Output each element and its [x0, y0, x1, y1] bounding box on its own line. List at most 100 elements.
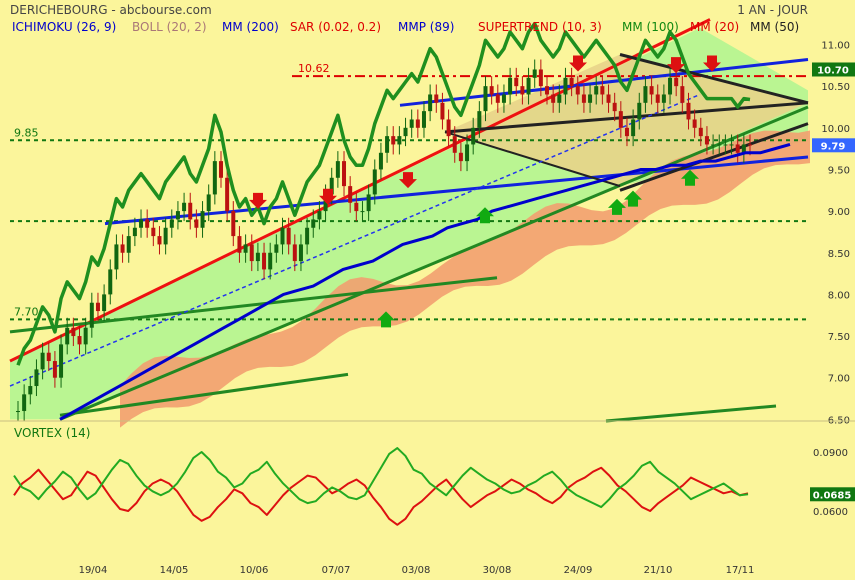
candle-body [526, 77, 531, 95]
candle-body [77, 336, 82, 345]
y-tick-label-8: 10.50 [821, 82, 850, 93]
candle-body [594, 86, 599, 95]
candle-body [711, 144, 716, 146]
candle-body [317, 211, 322, 220]
legend-item-3: SAR (0.02, 0.2) [290, 20, 381, 34]
candle-body [624, 127, 629, 137]
candle-body [169, 219, 174, 228]
vortex-tick-1: 0.0900 [813, 448, 848, 459]
candle-body [360, 211, 365, 213]
candle-body [311, 219, 316, 228]
candle-body [668, 77, 673, 95]
candle-body [551, 94, 556, 103]
candle-body [489, 86, 494, 95]
legend: ICHIMOKU (26, 9) BOLL (20, 2) MM (200) SAR … [12, 20, 799, 34]
price-tag-label-1: 9.79 [821, 141, 846, 152]
candle-body [188, 202, 193, 220]
candle-body [206, 194, 211, 212]
candle-body [225, 177, 230, 212]
candle-body [637, 102, 642, 120]
candle-body [520, 86, 525, 95]
candle-body [274, 244, 279, 253]
green-trendline-main [59, 105, 809, 421]
candle-body [292, 244, 297, 262]
green-trendline-right [605, 404, 777, 423]
sell-arrow-4 [667, 57, 685, 74]
sell-arrow-3 [569, 55, 587, 72]
red-trendline [9, 18, 711, 363]
candle-body [237, 236, 242, 253]
period-label: 1 AN - JOUR [737, 3, 808, 17]
y-tick-label-9: 11.00 [821, 41, 850, 52]
buy-arrow-3 [624, 190, 642, 207]
candle-body [71, 327, 76, 337]
candle-body [421, 111, 426, 128]
green-trendline-low [59, 372, 349, 417]
candle-body [465, 144, 470, 162]
candle-body [342, 161, 347, 187]
candle-body [575, 86, 580, 95]
candle-body [686, 102, 691, 120]
x-tick-label-4: 03/08 [402, 565, 431, 576]
candle-body [643, 86, 648, 103]
candle-body [16, 411, 20, 413]
candle-body [655, 94, 660, 103]
candle-body [145, 219, 150, 228]
level-label-3: 7.70 [14, 305, 39, 318]
candle-body [397, 136, 402, 145]
legend-item-6: MM (100) [622, 20, 679, 34]
candle-body [440, 102, 445, 120]
candle-body [717, 144, 722, 146]
candle-body [52, 361, 57, 378]
candle-body [126, 236, 131, 253]
candle-body [600, 86, 605, 95]
candle-body [471, 127, 476, 145]
y-tick-label-3: 8.00 [828, 290, 850, 301]
y-tick-label-5: 9.00 [828, 207, 850, 218]
candle-body [65, 327, 70, 345]
candle-body [692, 119, 697, 128]
candle-body [89, 302, 94, 328]
buy-arrow-4 [681, 169, 699, 186]
candle-body [618, 111, 623, 128]
candle-body [40, 352, 45, 370]
candle-body [674, 77, 679, 87]
candle-body [200, 211, 205, 228]
candle-body [612, 102, 617, 112]
candle-body [403, 127, 408, 137]
candle-body [446, 119, 451, 137]
candle-body [95, 302, 100, 312]
candle-body [378, 152, 383, 170]
candle-body [139, 219, 144, 228]
candle-body [231, 211, 236, 237]
candle-body [735, 144, 740, 153]
y-tick-label-2: 7.50 [828, 332, 850, 343]
candle-body [729, 144, 734, 146]
candle-body [606, 94, 611, 103]
y-tick-label-7: 10.00 [821, 124, 850, 135]
candle-body [163, 227, 168, 245]
level-label-1: 9.85 [14, 126, 39, 139]
candle-body [298, 244, 303, 262]
candle-body [563, 77, 568, 95]
candle-body [175, 211, 180, 220]
candle-body [501, 94, 506, 103]
legend-item-5: SUPERTREND (10, 3) [478, 20, 602, 34]
legend-item-7: MM (20) [690, 20, 739, 34]
x-tick-label-0: 19/04 [79, 565, 108, 576]
x-tick-label-3: 07/07 [322, 565, 351, 576]
triangle-top-edge [619, 53, 809, 105]
candle-body [249, 244, 254, 262]
regression-dashed-line [9, 93, 701, 387]
chart-title: DERICHEBOURG - abcbourse.com [10, 3, 212, 17]
candle-body [305, 227, 310, 245]
candle-body [581, 94, 586, 103]
legend-item-0: ICHIMOKU (26, 9) [12, 20, 116, 34]
sell-arrow-1 [319, 188, 337, 205]
vortex-value-tag [810, 487, 855, 502]
vi-minus-line [13, 466, 749, 526]
buy-arrow-0 [377, 311, 395, 328]
candle-body [280, 227, 285, 245]
